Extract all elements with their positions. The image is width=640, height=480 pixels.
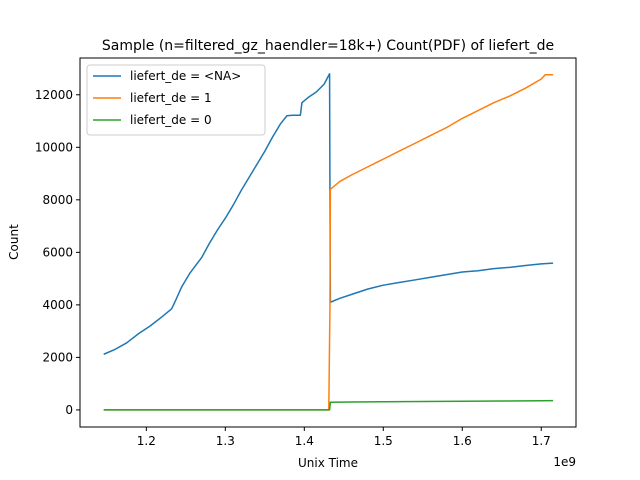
- series-lines: [103, 73, 554, 411]
- x-axis-offset-label: 1e9: [553, 455, 576, 469]
- x-tick-label: 1.5: [374, 434, 393, 448]
- x-tick-label: 1.2: [137, 434, 156, 448]
- legend-label-2: liefert_de = 0: [130, 113, 212, 127]
- legend-box: [86, 64, 266, 136]
- x-tick-label: 1.7: [532, 434, 551, 448]
- x-tick-label: 1.3: [216, 434, 235, 448]
- plot-frame: [79, 57, 577, 428]
- y-tick-label: 0: [65, 403, 73, 417]
- y-axis: 0 2000 4000 6000 8000 10000 12000: [35, 88, 80, 417]
- legend-label-1: liefert_de = 1: [130, 91, 212, 105]
- legend-label-0: liefert_de = <NA>: [130, 69, 241, 83]
- y-tick-label: 4000: [42, 298, 73, 312]
- y-tick-label: 2000: [42, 350, 73, 364]
- x-tick-label: 1.4: [295, 434, 314, 448]
- legend: liefert_de = <NA> liefert_de = 1 liefert_d…: [86, 64, 266, 136]
- y-tick-label: 12000: [35, 88, 73, 102]
- y-tick-label: 10000: [35, 140, 73, 154]
- chart-title: Sample (n=filtered_gz_haendler=18k+) Cou…: [102, 38, 554, 54]
- x-axis-label: Unix Time: [298, 456, 358, 470]
- series-line-2: [103, 399, 554, 411]
- series-line-0: [103, 73, 554, 355]
- series-line-1: [103, 74, 554, 411]
- y-tick-label: 8000: [42, 193, 73, 207]
- y-tick-label: 6000: [42, 245, 73, 259]
- y-axis-label: Count: [7, 224, 21, 260]
- x-tick-label: 1.6: [453, 434, 472, 448]
- x-axis: 1.2 1.3 1.4 1.5 1.6 1.7: [137, 427, 551, 448]
